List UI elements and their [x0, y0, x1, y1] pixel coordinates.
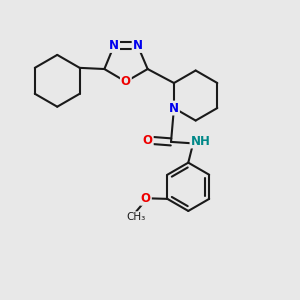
Text: NH: NH: [190, 134, 210, 148]
Text: CH₃: CH₃: [127, 212, 146, 222]
Text: O: O: [141, 192, 151, 205]
Text: O: O: [143, 134, 153, 147]
Text: N: N: [133, 39, 142, 52]
Text: N: N: [169, 101, 179, 115]
Text: N: N: [109, 39, 119, 52]
Text: O: O: [121, 75, 131, 88]
